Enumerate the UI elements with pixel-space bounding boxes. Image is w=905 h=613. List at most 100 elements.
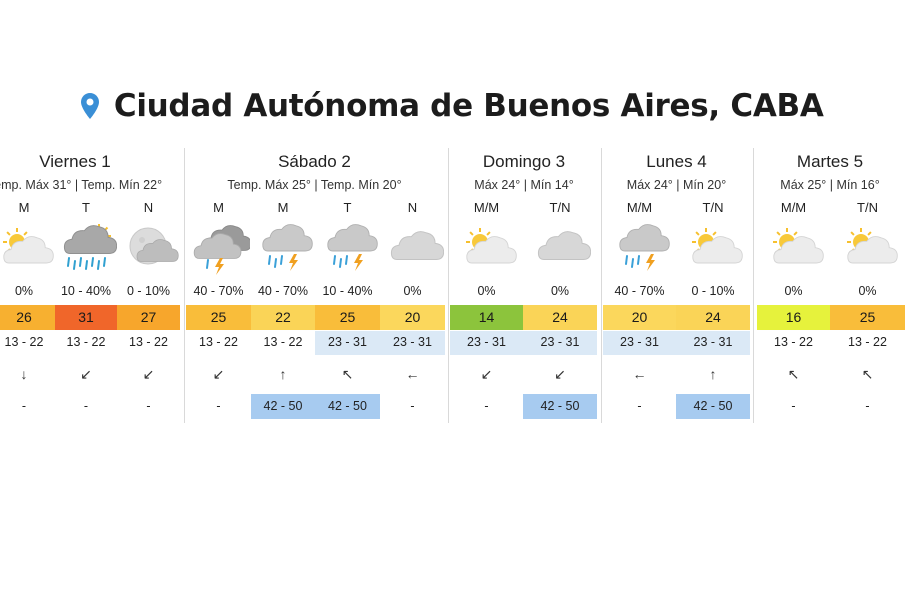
wind-direction-icon: ←	[632, 366, 647, 382]
temperature-cell: 20	[380, 305, 445, 330]
period-label: T/N	[549, 200, 571, 215]
gust-range: 42 - 50	[251, 394, 315, 419]
heavy-rain-cloud-icon	[55, 220, 117, 275]
wind-range: 13 - 22	[129, 335, 168, 349]
rain-probability: 0%	[550, 284, 570, 298]
wind-direction-icon: ↖	[861, 366, 874, 382]
period-label: N	[143, 200, 154, 215]
gust-range: -	[791, 399, 796, 413]
storm-rain-icon	[251, 220, 315, 275]
sun-cloud-icon	[757, 220, 830, 275]
day-temps: Máx 25° | Mín 16°	[780, 178, 880, 192]
day-temps: Temp. Máx 25° | Temp. Mín 20°	[227, 178, 402, 192]
day-temps: Máx 24° | Mín 14°	[474, 178, 574, 192]
period-label: T/N	[702, 200, 724, 215]
storm-cloud-icon	[186, 220, 251, 275]
wind-direction-icon: ↙	[142, 366, 155, 382]
period-label: T/N	[857, 200, 878, 215]
period-label: M	[18, 200, 30, 215]
gust-range: -	[484, 399, 489, 413]
period-label: T	[343, 200, 352, 215]
gust-range: 42 - 50	[523, 394, 597, 419]
day-temps: Máx 24° | Mín 20°	[626, 178, 727, 192]
day-name: Domingo 3	[482, 152, 566, 171]
rain-probability: 40 - 70%	[614, 284, 665, 298]
sun-cloud-icon	[0, 220, 55, 275]
gust-range: -	[146, 399, 151, 413]
period-label: T	[82, 200, 90, 215]
gust-range: -	[216, 399, 221, 413]
rain-probability: 40 - 70%	[257, 284, 309, 298]
temperature-cell: 31	[55, 305, 117, 330]
wind-direction-icon: ↙	[480, 366, 493, 382]
wind-range: 13 - 22	[848, 335, 887, 349]
wind-range: 13 - 22	[774, 335, 813, 349]
location-title: Ciudad Autónoma de Buenos Aires, CABA	[113, 88, 824, 124]
wind-direction-icon: ↑	[709, 366, 717, 382]
wind-range: 13 - 22	[199, 335, 238, 349]
gust-range: -	[410, 399, 415, 413]
day-divider	[448, 148, 449, 423]
wind-direction-icon: ↙	[80, 366, 92, 382]
wind-range: 23 - 31	[676, 331, 750, 355]
temperature-cell: 22	[251, 305, 315, 330]
gust-range: 42 - 50	[315, 394, 380, 419]
wind-direction-icon: ↖	[787, 366, 800, 382]
period-label: M	[213, 200, 224, 215]
rain-probability: 0%	[858, 284, 877, 298]
wind-direction-icon: ↙	[554, 366, 566, 382]
wind-range: 23 - 31	[523, 331, 597, 355]
day-divider	[753, 148, 754, 423]
wind-direction-icon: ↑	[279, 366, 287, 382]
day-name: Sábado 2	[278, 152, 351, 171]
wind-range: 13 - 22	[4, 335, 44, 349]
location-header: Ciudad Autónoma de Buenos Aires, CABA	[0, 88, 905, 124]
wind-range: 23 - 31	[450, 331, 523, 355]
wind-range: 13 - 22	[66, 335, 106, 349]
cloud-icon	[380, 220, 445, 275]
temperature-cell: 25	[830, 305, 905, 330]
storm-rain-icon	[315, 220, 380, 275]
wind-direction-icon: ↙	[212, 366, 225, 382]
temperature-cell: 27	[117, 305, 180, 330]
period-label: N	[407, 200, 418, 215]
day-name: Lunes 4	[646, 152, 707, 171]
storm-rain-icon	[603, 220, 676, 275]
temperature-cell: 16	[757, 305, 830, 330]
rain-probability: 0 - 10%	[126, 284, 171, 298]
sun-cloud-icon	[676, 220, 750, 275]
day-divider	[601, 148, 602, 423]
rain-probability: 0%	[403, 284, 422, 298]
temperature-cell: 14	[450, 305, 523, 330]
period-label: M	[277, 200, 289, 215]
wind-range: 13 - 22	[263, 335, 303, 349]
wind-direction-icon: ↓	[20, 366, 28, 382]
wind-range: 23 - 31	[603, 331, 676, 355]
moon-cloud-icon	[117, 220, 180, 275]
gust-range: 42 - 50	[676, 394, 750, 419]
temperature-cell: 25	[186, 305, 251, 330]
temperature-cell: 20	[603, 305, 676, 330]
temperature-cell: 24	[676, 305, 750, 330]
period-label: M/M	[626, 200, 653, 215]
rain-probability: 0%	[477, 284, 496, 298]
temperature-cell: 26	[0, 305, 55, 330]
gust-range: -	[637, 399, 642, 413]
rain-probability: 0 - 10%	[691, 284, 735, 298]
period-label: M/M	[780, 200, 807, 215]
cloud-icon	[523, 220, 597, 275]
wind-direction-icon: ↖	[341, 366, 354, 382]
temperature-cell: 25	[315, 305, 380, 330]
wind-range: 23 - 31	[380, 331, 445, 355]
wind-range: 23 - 31	[315, 331, 380, 355]
rain-probability: 10 - 40%	[322, 284, 373, 298]
gust-range: -	[21, 399, 27, 413]
rain-probability: 0%	[784, 284, 803, 298]
period-label: M/M	[473, 200, 500, 215]
rain-probability: 0%	[14, 284, 34, 298]
day-name: Viernes 1	[39, 152, 111, 171]
gust-range: -	[83, 399, 89, 413]
temperature-cell: 24	[523, 305, 597, 330]
day-name: Martes 5	[796, 152, 864, 171]
